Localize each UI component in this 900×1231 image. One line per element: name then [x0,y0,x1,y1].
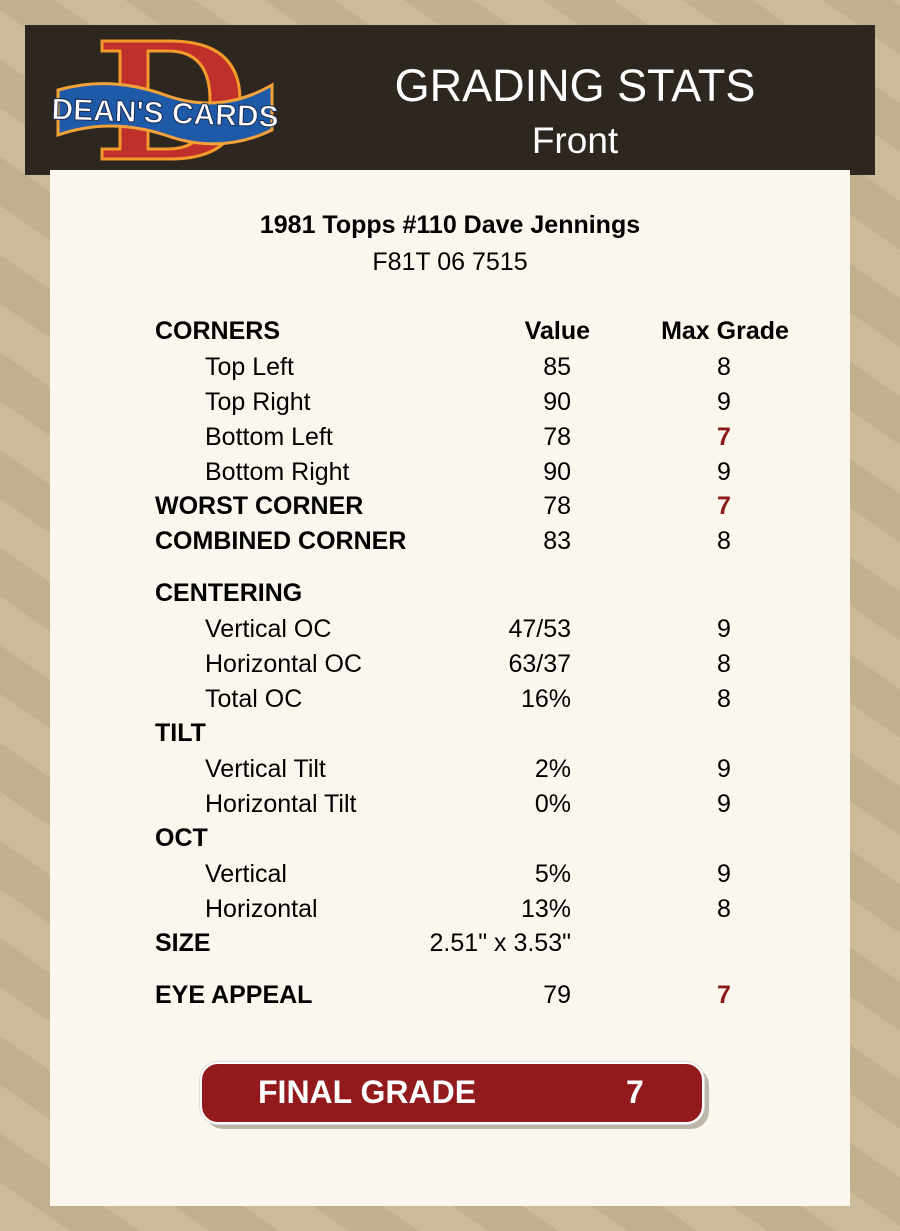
row-label: EYE APPEAL [155,981,313,1009]
column-header-value: Value [524,317,590,345]
table-row: Total OC 16% 8 [0,684,900,714]
row-label: Vertical OC [205,615,332,643]
row-label: SIZE [155,929,211,957]
row-label: TILT [155,719,206,747]
table-row: WORST CORNER 78 7 [0,491,900,521]
row-max-grade: 8 [717,685,731,713]
row-max-grade: 9 [717,388,731,416]
cert-number: F81T 06 7515 [372,248,528,276]
table-row: Horizontal OC 63/37 8 [0,649,900,679]
row-label: OCT [155,824,208,852]
final-grade-label: FINAL GRADE [258,1074,477,1110]
row-value: 90 [543,458,571,486]
row-max-grade: 9 [717,860,731,888]
row-value: 2.51" x 3.53" [429,929,571,957]
table-row: CENTERING [0,578,900,608]
page-title: GRADING STATS [394,60,756,111]
table-row: Vertical Tilt 2% 9 [0,754,900,784]
row-max-grade: 9 [717,458,731,486]
row-value: 78 [543,492,571,520]
table-row: Bottom Right 90 9 [0,457,900,487]
table-row: Horizontal 13% 8 [0,894,900,924]
table-row: Vertical OC 47/53 9 [0,614,900,644]
table-row: Vertical 5% 9 [0,859,900,889]
row-value: 90 [543,388,571,416]
row-label: Total OC [205,685,303,713]
row-max-grade: 8 [717,353,731,381]
row-value: 78 [543,423,571,451]
table-row: CORNERS Value Max Grade [0,316,900,346]
row-max-grade: 7 [717,423,731,451]
final-grade-badge: FINAL GRADE 7 [200,1062,704,1124]
row-value: 5% [534,860,571,888]
row-value: 2% [534,755,571,783]
row-label: Vertical [205,860,287,888]
row-max-grade: 7 [717,492,731,520]
row-value: 16% [520,685,571,713]
row-label: Horizontal [205,895,318,923]
table-row: Bottom Left 78 7 [0,422,900,452]
row-label: Horizontal OC [205,650,362,678]
row-label: CENTERING [155,579,303,607]
row-max-grade: 7 [717,981,731,1009]
row-value: 83 [543,527,571,555]
page-subtitle: Front [531,120,619,161]
table-row: EYE APPEAL 79 7 [0,980,900,1010]
table-row: Top Right 90 9 [0,387,900,417]
row-max-grade: 8 [717,527,731,555]
table-row: TILT [0,718,900,748]
row-label: CORNERS [155,317,281,345]
row-label: Top Right [205,388,311,416]
deans-cards-logo: DEAN'S CARDS [50,39,280,161]
table-row: Top Left 85 8 [0,352,900,382]
row-label: Horizontal Tilt [205,790,357,818]
table-row: OCT [0,823,900,853]
row-max-grade: 9 [717,615,731,643]
card-name: 1981 Topps #110 Dave Jennings [259,211,641,239]
row-label: COMBINED CORNER [155,527,407,555]
row-value: 0% [534,790,571,818]
table-row: COMBINED CORNER 83 8 [0,526,900,556]
row-value: 79 [543,981,571,1009]
stats-panel [50,170,850,1206]
column-header-max-grade: Max Grade [661,317,789,345]
row-max-grade: 9 [717,790,731,818]
row-value: 13% [520,895,571,923]
row-value: 85 [543,353,571,381]
row-max-grade: 8 [717,895,731,923]
row-label: Bottom Left [205,423,333,451]
row-label: Top Left [205,353,294,381]
row-max-grade: 9 [717,755,731,783]
table-row: SIZE 2.51" x 3.53" [0,928,900,958]
row-value: 63/37 [508,650,571,678]
row-label: Vertical Tilt [205,755,326,783]
row-label: WORST CORNER [155,492,364,520]
svg-text:DEAN'S CARDS: DEAN'S CARDS [51,93,279,134]
row-label: Bottom Right [205,458,350,486]
header-bar: DEAN'S CARDS GRADING STATS Front [25,25,875,175]
table-row: Horizontal Tilt 0% 9 [0,789,900,819]
row-max-grade: 8 [717,650,731,678]
final-grade-value: 7 [626,1074,644,1110]
row-value: 47/53 [508,615,571,643]
